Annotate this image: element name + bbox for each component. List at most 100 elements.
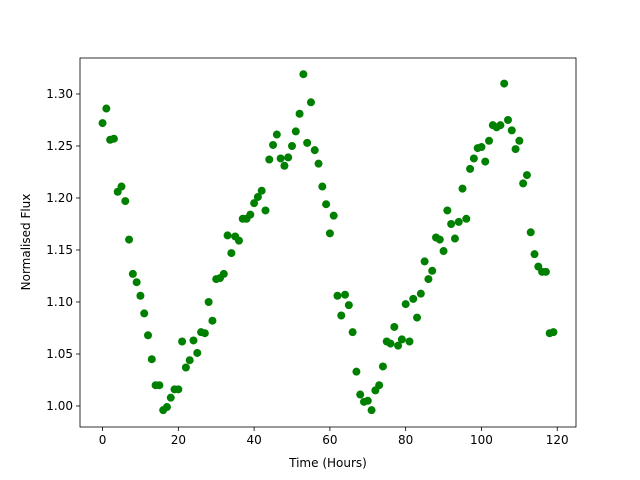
point [253, 192, 262, 201]
point [485, 136, 494, 145]
point [219, 269, 228, 278]
point [519, 179, 528, 188]
point [413, 313, 422, 322]
point [102, 104, 111, 113]
point [318, 182, 327, 191]
point [227, 249, 236, 258]
point [363, 396, 372, 405]
point [503, 115, 512, 124]
point [200, 329, 209, 338]
x-tick-label: 120 [546, 433, 569, 447]
x-axis-label: Time (Hours) [288, 456, 367, 470]
point [394, 341, 403, 350]
point [250, 199, 259, 208]
point [147, 355, 156, 364]
point [416, 289, 425, 298]
point [162, 403, 171, 412]
point [424, 275, 433, 284]
point [208, 316, 217, 325]
y-tick-label: 1.20 [46, 191, 73, 205]
point [291, 127, 300, 136]
y-tick-label: 1.05 [46, 347, 73, 361]
point [128, 269, 137, 278]
x-tick-label: 100 [470, 433, 493, 447]
point [246, 210, 255, 219]
point [375, 381, 384, 390]
point [325, 229, 334, 238]
point [386, 339, 395, 348]
point [477, 143, 486, 152]
point [181, 363, 190, 372]
plot-frame [79, 57, 577, 428]
point [280, 161, 289, 170]
point [522, 171, 531, 180]
x-tick-label: 20 [171, 433, 186, 447]
point [397, 335, 406, 344]
point [507, 126, 516, 135]
point [541, 267, 550, 276]
point [223, 231, 232, 240]
point [166, 393, 175, 402]
point [144, 331, 153, 340]
point [439, 247, 448, 256]
point [378, 362, 387, 371]
point [185, 356, 194, 365]
point [121, 197, 130, 206]
point [352, 367, 361, 376]
point [132, 278, 141, 287]
x-tick-label: 40 [246, 433, 261, 447]
point [288, 141, 297, 150]
point [526, 228, 535, 237]
x-tick-label: 0 [99, 433, 107, 447]
point [189, 336, 198, 345]
point [454, 217, 463, 226]
point [284, 153, 293, 162]
point [409, 294, 418, 303]
point [462, 214, 471, 223]
point [500, 79, 509, 88]
point [530, 250, 539, 259]
point [341, 290, 350, 299]
point [337, 311, 346, 320]
point [269, 140, 278, 149]
point [469, 154, 478, 163]
point [178, 337, 187, 346]
point [303, 138, 312, 147]
point [511, 145, 520, 154]
point [136, 291, 145, 300]
point [276, 154, 285, 163]
x-tick-label: 60 [322, 433, 337, 447]
point [481, 157, 490, 166]
point [447, 219, 456, 228]
point [322, 200, 331, 209]
point [234, 236, 243, 245]
point [125, 235, 134, 244]
point [272, 130, 281, 139]
point [420, 257, 429, 266]
point [496, 121, 505, 130]
point [155, 381, 164, 390]
point [109, 134, 118, 143]
point [515, 136, 524, 145]
y-tick-label: 1.15 [46, 243, 73, 257]
point [265, 155, 274, 164]
point [435, 235, 444, 244]
point [98, 119, 107, 128]
point [367, 406, 376, 415]
point [295, 109, 304, 118]
point [450, 234, 459, 243]
point [401, 300, 410, 309]
point [310, 146, 319, 155]
point [549, 328, 558, 337]
point [314, 159, 323, 168]
point [140, 309, 149, 318]
y-tick-label: 1.10 [46, 295, 73, 309]
point [443, 206, 452, 215]
point [174, 385, 183, 394]
x-tick-label: 80 [398, 433, 413, 447]
point [344, 301, 353, 310]
point [261, 206, 270, 215]
point [306, 98, 315, 107]
y-axis-label: Normalised Flux [19, 194, 33, 291]
